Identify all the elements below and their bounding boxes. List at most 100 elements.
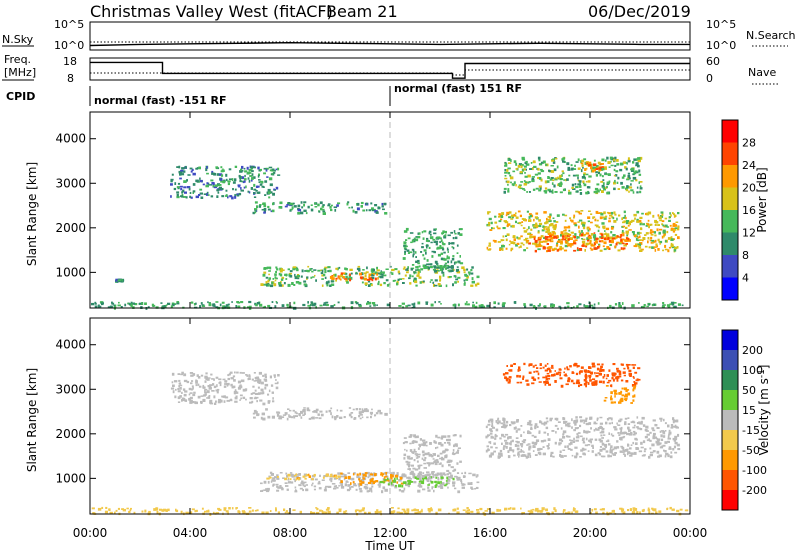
heatmap-cell (674, 435, 678, 439)
heatmap-cell (373, 472, 376, 474)
heatmap-cell (585, 417, 588, 420)
heatmap-cell (543, 439, 547, 442)
heatmap-cell (163, 508, 167, 512)
heatmap-cell (380, 273, 384, 276)
heatmap-cell (392, 471, 395, 475)
heatmap-cell (97, 507, 102, 511)
heatmap-cell (599, 425, 603, 428)
heatmap-cell (627, 451, 631, 454)
heatmap-cell (488, 419, 491, 423)
heatmap-cell (297, 478, 300, 481)
heatmap-cell (464, 281, 466, 284)
heatmap-cell (545, 375, 548, 379)
heatmap-cell (251, 378, 254, 381)
heatmap-cell (249, 397, 253, 400)
heatmap-cell (637, 160, 641, 163)
heatmap-cell (413, 271, 416, 273)
heatmap-cell (374, 271, 377, 275)
heatmap-cell (529, 235, 532, 239)
heatmap-cell (275, 507, 277, 510)
heatmap-cell (253, 372, 256, 374)
heatmap-cell (649, 454, 653, 457)
heatmap-cell (560, 384, 564, 388)
heatmap-cell (465, 511, 468, 513)
heatmap-cell (516, 374, 519, 378)
heatmap-cell (439, 483, 443, 487)
heatmap-cell (217, 191, 220, 194)
heatmap-cell (562, 434, 565, 436)
heatmap-cell (393, 477, 396, 480)
heatmap-cell (375, 211, 379, 214)
heatmap-cell (177, 182, 181, 185)
heatmap-cell (299, 487, 303, 490)
heatmap-cell (673, 213, 675, 216)
heatmap-cell (433, 440, 436, 444)
heatmap-cell (623, 374, 626, 377)
heatmap-cell (549, 417, 553, 420)
heatmap-cell (292, 409, 295, 412)
heatmap-cell (633, 213, 637, 217)
heatmap-cell (507, 158, 510, 161)
nsearch-label: N.Search (746, 29, 796, 42)
heatmap-cell (298, 473, 301, 476)
heatmap-cell (614, 303, 618, 306)
heatmap-cell (250, 187, 253, 190)
heatmap-cell (218, 508, 222, 511)
heatmap-cell (285, 278, 288, 280)
heatmap-cell (601, 158, 605, 162)
heatmap-cell (589, 438, 593, 441)
heatmap-cell (244, 174, 246, 178)
heatmap-cell (249, 175, 253, 177)
heatmap-cell (654, 224, 657, 226)
heatmap-cell (306, 276, 309, 279)
heatmap-cell (371, 477, 374, 480)
heatmap-cell (258, 179, 261, 181)
heatmap-cell (257, 386, 260, 389)
heatmap-cell (476, 282, 480, 285)
heatmap-cell (526, 228, 529, 231)
heatmap-cell (493, 442, 496, 445)
heatmap-cell (590, 233, 594, 236)
heatmap-cell (615, 170, 619, 173)
heatmap-cell (328, 269, 332, 273)
heatmap-cell (520, 425, 523, 427)
heatmap-cell (609, 156, 613, 160)
heatmap-cell (278, 417, 283, 420)
heatmap-cell (573, 429, 576, 432)
heatmap-cell (579, 384, 583, 386)
heatmap-cell (578, 185, 582, 188)
heatmap-cell (462, 509, 466, 511)
heatmap-cell (269, 266, 272, 270)
heatmap-cell (620, 162, 623, 166)
heatmap-cell (407, 304, 411, 307)
heatmap-cell (599, 188, 601, 191)
heatmap-cell (549, 235, 552, 238)
heatmap-cell (385, 268, 389, 270)
heatmap-cell (141, 510, 144, 513)
heatmap-cell (441, 464, 444, 468)
heatmap-cell (657, 442, 660, 444)
heatmap-cell (439, 462, 442, 464)
heatmap-cell (368, 301, 372, 305)
heatmap-cell (573, 437, 575, 441)
heatmap-cell (375, 480, 379, 483)
heatmap-cell (248, 179, 251, 183)
heatmap-cell (636, 426, 639, 429)
heatmap-cell (662, 435, 666, 438)
heatmap-cell (569, 365, 572, 368)
heatmap-cell (399, 278, 402, 280)
heatmap-cell (594, 438, 598, 441)
heatmap-cell (347, 201, 350, 204)
heatmap-cell (206, 182, 209, 185)
heatmap-cell (335, 279, 337, 282)
heatmap-cell (500, 215, 503, 218)
heatmap-cell (181, 397, 185, 401)
heatmap-cell (228, 507, 231, 510)
heatmap-cell (405, 245, 408, 248)
heatmap-cell (237, 194, 240, 197)
heatmap-cell (358, 272, 362, 276)
heatmap-cell (614, 179, 616, 183)
heatmap-cell (616, 422, 618, 425)
heatmap-cell (374, 414, 376, 417)
heatmap-cell (543, 421, 548, 425)
